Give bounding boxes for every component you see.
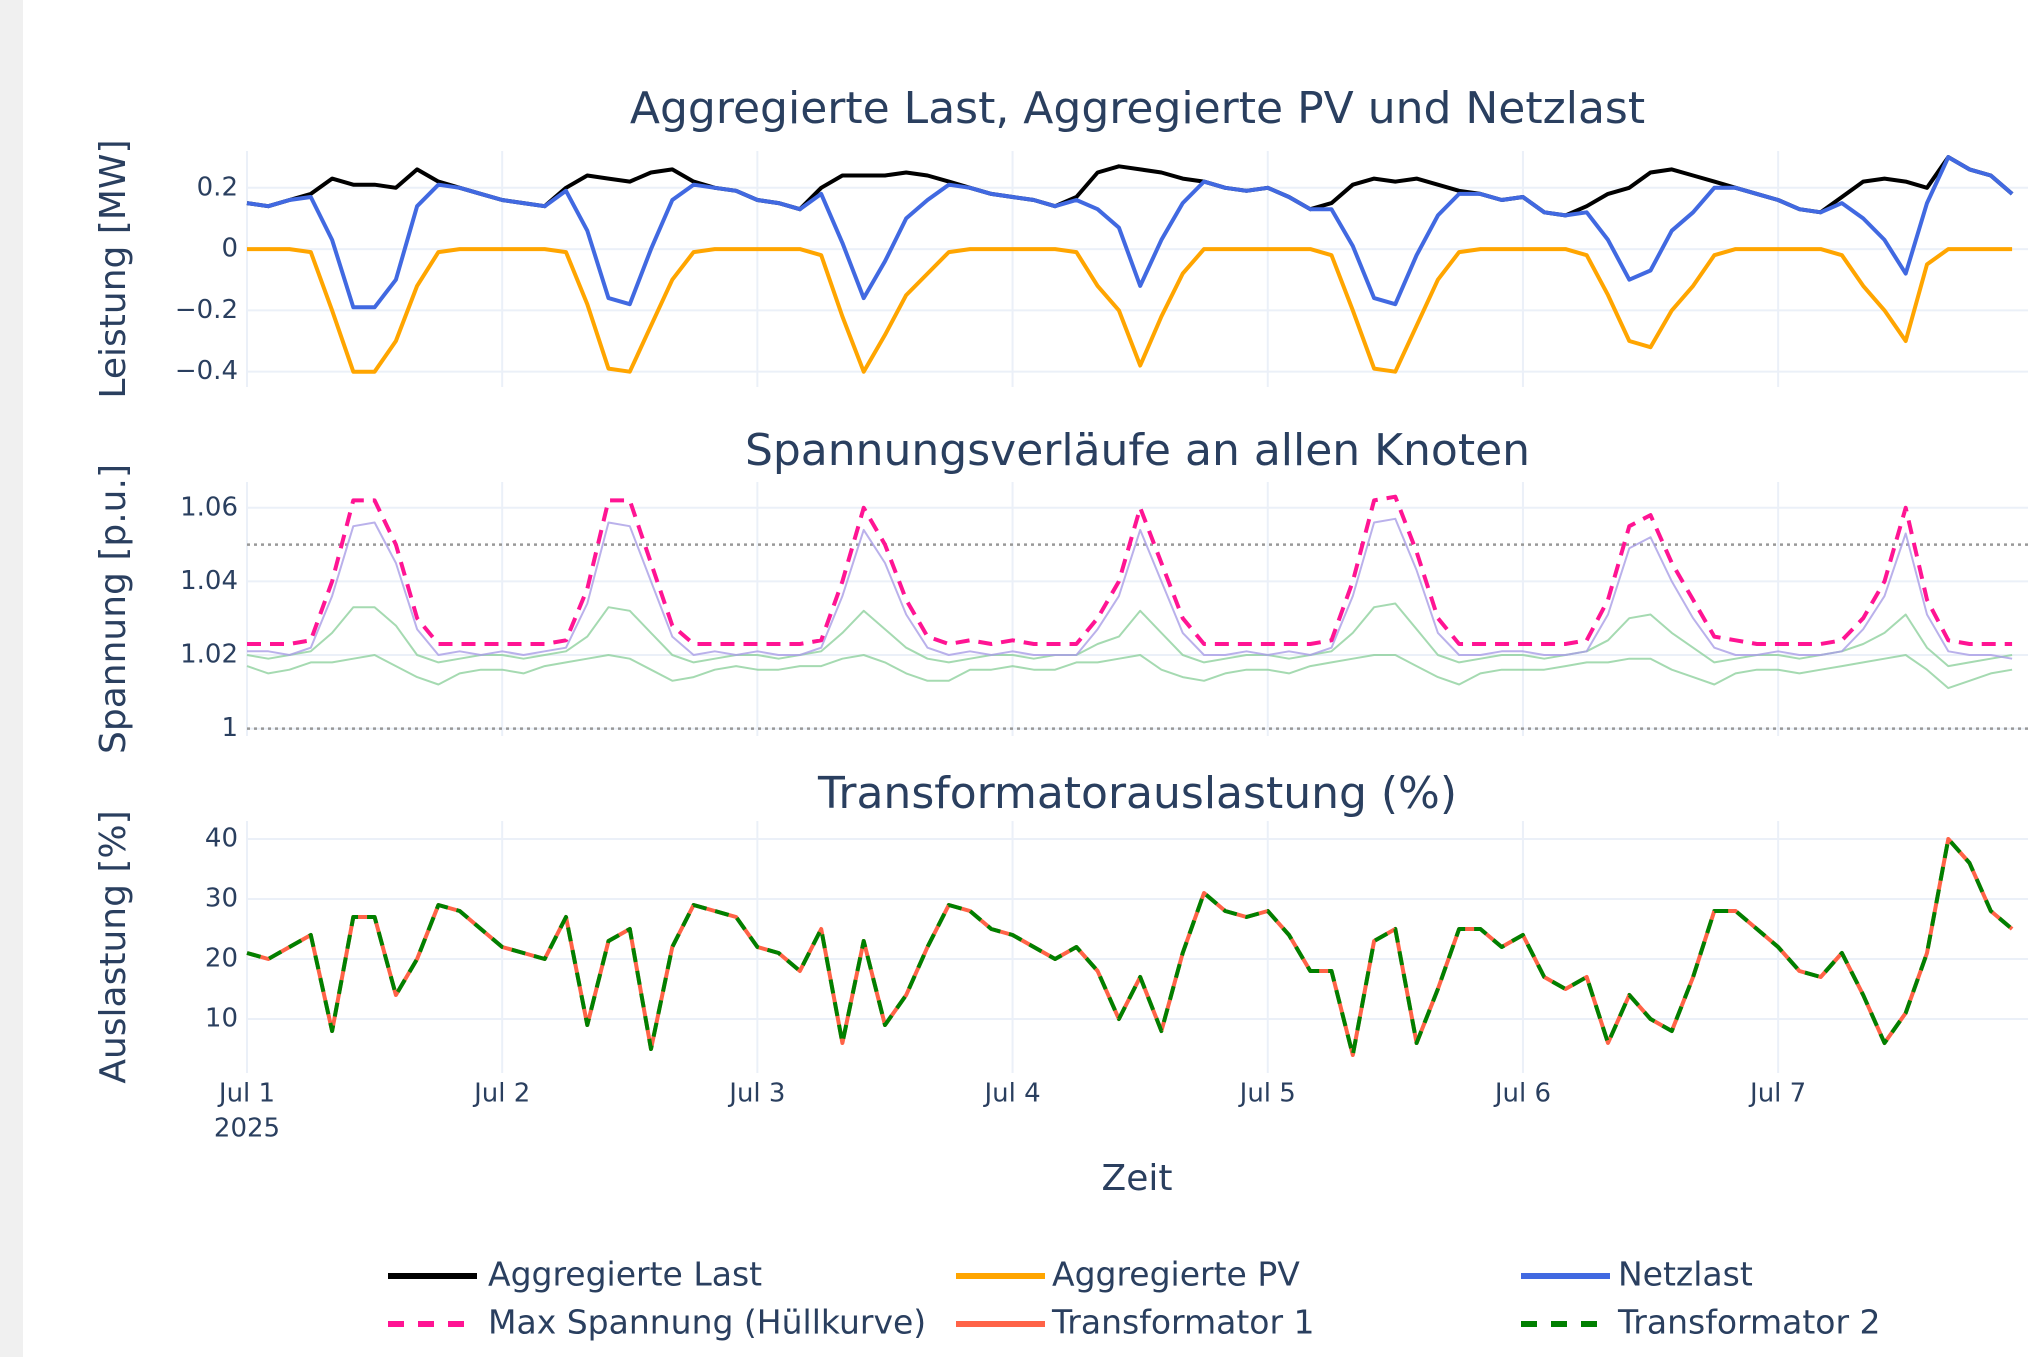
y-tick-label: 1.04 [180,566,238,596]
y-tick-label: 0 [221,234,238,264]
y-tick-label: 30 [205,884,238,914]
legend-label: Netzlast [1618,1255,1753,1294]
y-tick-label: −0.4 [175,356,238,386]
y-tick-label: 0.2 [197,172,238,202]
side-panel [0,0,23,1357]
subplot-title: Aggregierte Last, Aggregierte PV und Net… [630,83,1645,134]
node-line [247,517,2013,660]
x-tick-label: Jul 4 [982,1079,1040,1109]
y-axis-title: Spannung [p.u.] [93,464,134,754]
subplot-title: Transformatorauslastung (%) [817,768,1457,819]
series-line [246,155,2014,218]
y-tick-label: 40 [205,824,238,854]
x-tick-label: Jul 3 [727,1079,785,1109]
y-tick-label: 1 [221,713,238,743]
series-line [246,837,2014,1057]
x-tick-label: Jul 5 [1238,1079,1296,1109]
y-tick-label: −0.2 [175,295,238,325]
x-axis-title: Zeit [1102,1158,1173,1199]
y-tick-label: 1.06 [180,492,238,522]
x-tick-sublabel: 2025 [214,1114,280,1144]
node-line [246,602,2013,668]
node-line [246,654,2013,690]
x-tick-label: Jul 2 [472,1079,530,1109]
series-line [247,247,2013,374]
x-tick-label: Jul 1 [217,1079,275,1109]
x-tick-label: Jul 6 [1493,1079,1551,1109]
legend-label: Aggregierte Last [488,1255,762,1294]
y-tick-label: 20 [205,944,238,974]
series-line [246,155,2014,310]
legend-label: Transformator 1 [1051,1303,1315,1342]
legend-label: Max Spannung (Hüllkurve) [488,1303,926,1342]
y-tick-label: 1.02 [180,640,238,670]
subplot-title: Spannungsverläufe an allen Knoten [745,425,1530,476]
y-axis-title: Auslastung [%] [93,810,134,1083]
series-line [246,837,2014,1057]
series-line [247,494,2013,646]
legend-label: Aggregierte PV [1052,1255,1300,1294]
x-tick-label: Jul 7 [1748,1079,1806,1109]
y-tick-label: 10 [205,1004,238,1034]
y-axis-title: Leistung [MW] [93,139,134,398]
legend-label: Transformator 2 [1617,1303,1881,1342]
